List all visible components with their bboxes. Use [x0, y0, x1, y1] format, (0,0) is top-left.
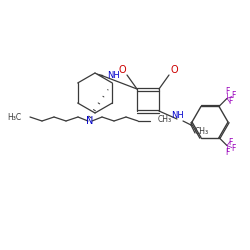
Text: O: O: [118, 65, 126, 75]
Text: F: F: [225, 148, 229, 157]
Text: F: F: [228, 138, 232, 147]
Polygon shape: [95, 73, 103, 77]
Text: H₃C: H₃C: [7, 112, 21, 122]
Text: N: N: [86, 116, 94, 126]
Text: F: F: [231, 144, 235, 153]
Text: NH: NH: [172, 110, 184, 120]
Text: F: F: [231, 91, 235, 100]
Text: NH: NH: [108, 72, 120, 80]
Text: F: F: [228, 97, 232, 106]
Text: F: F: [225, 87, 229, 96]
Text: CH₃: CH₃: [195, 126, 209, 136]
Text: CH₃: CH₃: [158, 116, 172, 124]
Text: O: O: [170, 65, 178, 75]
